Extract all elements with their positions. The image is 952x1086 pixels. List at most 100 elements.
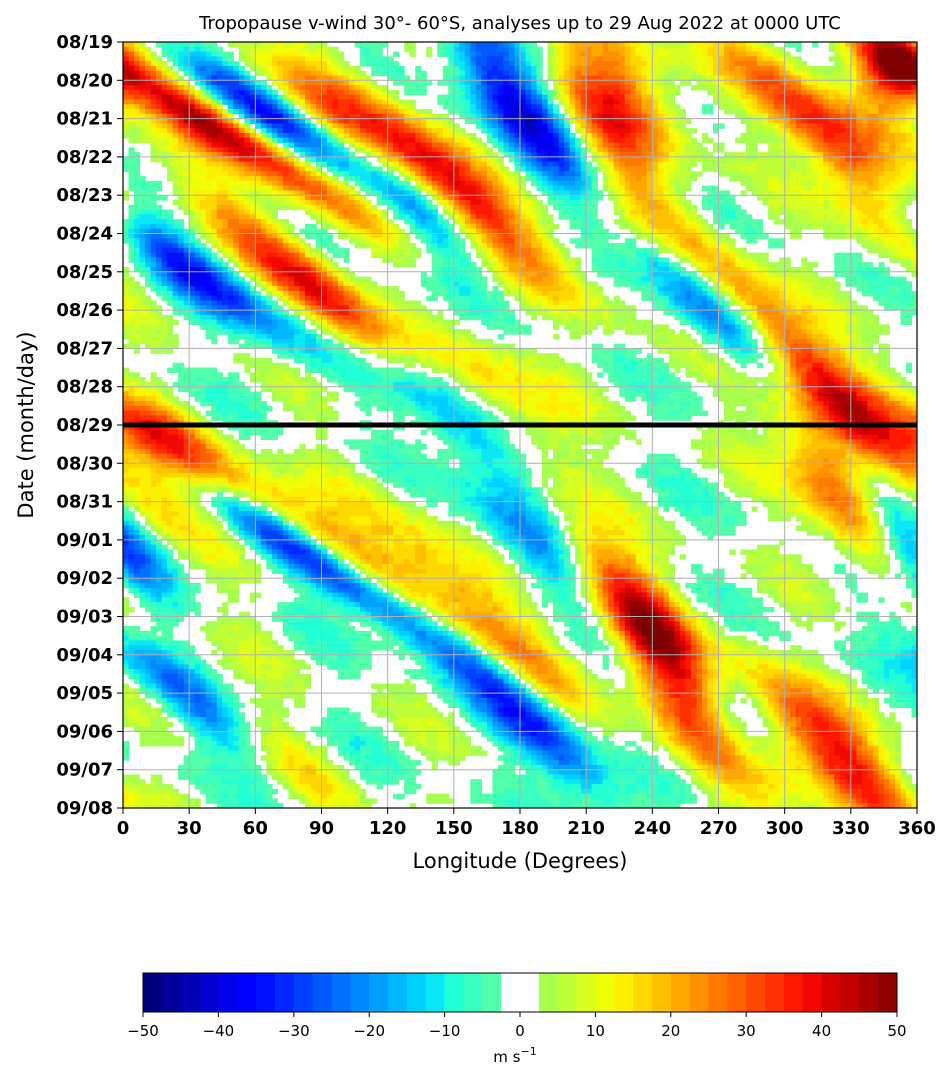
heatmap-cell xyxy=(206,210,212,215)
heatmap-cell xyxy=(211,71,217,76)
heatmap-cell xyxy=(465,80,471,85)
heatmap-cell xyxy=(608,171,614,176)
heatmap-cell xyxy=(730,109,736,114)
heatmap-cell xyxy=(669,176,675,181)
heatmap-cell xyxy=(211,138,217,143)
heatmap-cell xyxy=(619,186,625,191)
heatmap-cell xyxy=(592,147,598,152)
heatmap-cell xyxy=(481,157,487,162)
heatmap-cell xyxy=(685,61,691,66)
heatmap-cell xyxy=(366,42,372,47)
heatmap-cell xyxy=(344,176,350,181)
heatmap-cell xyxy=(498,80,504,85)
heatmap-cell xyxy=(487,166,493,171)
heatmap-cell xyxy=(239,133,245,138)
heatmap-cell xyxy=(625,195,631,200)
heatmap-cell xyxy=(829,214,835,219)
heatmap-cell xyxy=(719,80,725,85)
heatmap-cell xyxy=(548,99,554,104)
heatmap-cell xyxy=(724,71,730,76)
heatmap-cell xyxy=(757,42,763,47)
heatmap-cell xyxy=(818,143,824,148)
heatmap-cell xyxy=(344,186,350,191)
heatmap-cell xyxy=(228,95,234,100)
heatmap-cell xyxy=(730,99,736,104)
heatmap-cell xyxy=(299,143,305,148)
heatmap-cell xyxy=(834,186,840,191)
heatmap-cell xyxy=(156,195,162,200)
heatmap-cell xyxy=(189,71,195,76)
heatmap-cell xyxy=(377,109,383,114)
heatmap-cell xyxy=(763,176,769,181)
heatmap-cell xyxy=(432,143,438,148)
heatmap-cell xyxy=(454,52,460,57)
heatmap-cell xyxy=(189,42,195,47)
heatmap-cell xyxy=(310,52,316,57)
heatmap-cell xyxy=(575,147,581,152)
heatmap-cell xyxy=(151,61,157,66)
heatmap-cell xyxy=(652,71,658,76)
heatmap-cell xyxy=(305,157,311,162)
heatmap-cell xyxy=(652,47,658,52)
heatmap-cell xyxy=(774,157,780,162)
heatmap-cell xyxy=(685,214,691,219)
heatmap-cell xyxy=(537,52,543,57)
heatmap-cell xyxy=(388,166,394,171)
heatmap-cell xyxy=(288,56,294,61)
heatmap-cell xyxy=(768,80,774,85)
heatmap-cell xyxy=(812,99,818,104)
heatmap-cell xyxy=(630,56,636,61)
heatmap-cell xyxy=(288,138,294,143)
heatmap-cell xyxy=(691,85,697,90)
heatmap-cell xyxy=(222,119,228,124)
heatmap-cell xyxy=(553,224,559,229)
heatmap-cell xyxy=(344,166,350,171)
heatmap-cell xyxy=(730,47,736,52)
heatmap-cell xyxy=(217,195,223,200)
heatmap-cell xyxy=(597,219,603,224)
heatmap-cell xyxy=(696,219,702,224)
heatmap-cell xyxy=(707,47,713,52)
heatmap-cell xyxy=(195,52,201,57)
heatmap-cell xyxy=(443,47,449,52)
heatmap-cell xyxy=(619,123,625,128)
heatmap-cell xyxy=(735,214,741,219)
heatmap-cell xyxy=(327,99,333,104)
heatmap-cell xyxy=(261,195,267,200)
heatmap-cell xyxy=(195,162,201,167)
heatmap-cell xyxy=(140,186,146,191)
heatmap-cell xyxy=(322,162,328,167)
heatmap-cell xyxy=(333,99,339,104)
heatmap-cell xyxy=(658,214,664,219)
heatmap-cell xyxy=(851,128,857,133)
heatmap-cell xyxy=(900,214,906,219)
heatmap-cell xyxy=(360,52,366,57)
heatmap-cell xyxy=(878,99,884,104)
heatmap-cell xyxy=(719,56,725,61)
heatmap-cell xyxy=(669,99,675,104)
heatmap-cell xyxy=(261,181,267,186)
heatmap-cell xyxy=(685,166,691,171)
heatmap-cell xyxy=(636,56,642,61)
heatmap-cell xyxy=(520,61,526,66)
heatmap-cell xyxy=(840,157,846,162)
heatmap-cell xyxy=(746,143,752,148)
heatmap-cell xyxy=(377,214,383,219)
heatmap-cell xyxy=(404,186,410,191)
heatmap-cell xyxy=(217,90,223,95)
heatmap-cell xyxy=(393,133,399,138)
heatmap-cell xyxy=(691,214,697,219)
heatmap-cell xyxy=(878,171,884,176)
heatmap-cell xyxy=(217,219,223,224)
heatmap-cell xyxy=(338,162,344,167)
heatmap-cell xyxy=(283,143,289,148)
heatmap-cell xyxy=(559,71,565,76)
heatmap-cell xyxy=(355,224,361,229)
heatmap-cell xyxy=(244,205,250,210)
heatmap-cell xyxy=(327,80,333,85)
heatmap-cell xyxy=(790,176,796,181)
heatmap-cell xyxy=(685,205,691,210)
heatmap-cell xyxy=(763,200,769,205)
heatmap-cell xyxy=(840,205,846,210)
heatmap-cell xyxy=(162,162,168,167)
